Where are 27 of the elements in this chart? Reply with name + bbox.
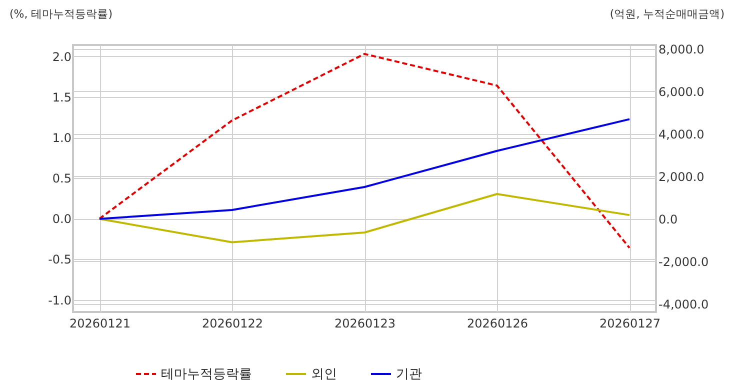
y2-tick-label: 8,000.0 [658, 42, 704, 56]
y2-tick-label: 4,000.0 [658, 127, 704, 142]
legend-label: 기관 [396, 367, 422, 382]
y-tick-label: 2.0 [52, 50, 72, 64]
x-tick-label: 20260126 [466, 316, 528, 330]
x-tick-label: 20260123 [334, 316, 396, 330]
y-tick-label: 0.5 [52, 172, 72, 186]
y-tick-label: 0.0 [52, 212, 72, 226]
y2-axis-title: (억원, 누적순매매금액) [610, 8, 724, 20]
line-series [98, 52, 630, 249]
y2-tick-label: 6,000.0 [658, 84, 704, 99]
y2-tick-label: -2,000.0 [658, 254, 709, 269]
x-tick-label: 20260127 [599, 316, 661, 330]
x-tick-label: 20260121 [69, 316, 131, 330]
y2-tick-label: 2,000.0 [658, 170, 704, 184]
y-tick-label: -1.0 [48, 293, 72, 308]
y-tick-label: 1.0 [52, 131, 72, 146]
y-tick-label: 1.5 [52, 90, 72, 104]
y-axis-title: (%, 테마누적등락률) [10, 8, 113, 20]
y2-tick-label: -4,000.0 [658, 297, 709, 312]
y-tick-label: -0.5 [48, 252, 72, 267]
line-series [98, 118, 630, 220]
legend-label: 테마누적등락률 [161, 367, 252, 382]
legend-label: 외인 [311, 367, 337, 382]
x-tick-label: 20260122 [202, 316, 264, 330]
y2-tick-label: 0.0 [658, 212, 678, 226]
line-series [98, 193, 630, 244]
